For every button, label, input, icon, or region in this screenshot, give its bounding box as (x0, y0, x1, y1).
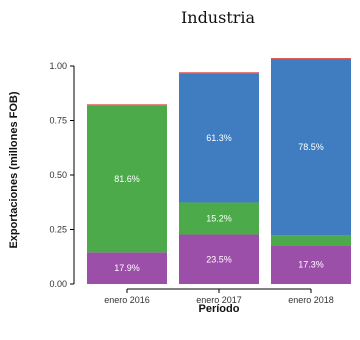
bar-segment (271, 235, 351, 246)
y-tick-label: 0.25 (49, 225, 67, 235)
y-tick-label: 1.00 (49, 61, 67, 71)
bar-value-label: 15.2% (206, 213, 232, 223)
bar-segment (179, 72, 259, 74)
y-tick-label: 0.00 (49, 279, 67, 289)
bar-segment (179, 73, 259, 203)
bar-segment (87, 105, 167, 253)
bar-segment (271, 59, 351, 236)
bars (87, 58, 351, 284)
bar-segment (179, 202, 259, 235)
y-tick-label: 0.75 (49, 116, 67, 126)
chart-title: Industria (181, 8, 256, 27)
x-axis: enero 2016 enero 2017 enero 2018 (104, 288, 334, 305)
bar-value-label: 81.6% (114, 174, 140, 184)
y-tick-label: 0.50 (49, 170, 67, 180)
bar-segment (87, 104, 167, 106)
bar-value-label: 78.5% (298, 142, 324, 152)
bar-segment (179, 234, 259, 284)
bar-value-label: 17.9% (114, 263, 140, 273)
x-tick-label: enero 2017 (196, 295, 242, 305)
bar-value-label: 23.5% (206, 254, 232, 264)
y-axis-title: Exportaciones (millones FOB) (8, 91, 20, 248)
bar-segment (271, 58, 351, 60)
y-axis: 0.00 0.25 0.50 0.75 1.00 (49, 61, 75, 289)
x-axis-title: Período (199, 303, 240, 315)
bar-segment (87, 252, 167, 284)
x-tick-label: enero 2016 (104, 295, 150, 305)
segment-labels: 17.9% 81.6% 23.5% 15.2% 61.3% 17.3% 78.5% (114, 133, 324, 273)
bar-value-label: 17.3% (298, 260, 324, 270)
bar-segment (271, 245, 351, 284)
x-tick-label: enero 2018 (288, 295, 334, 305)
bar-value-label: 61.3% (206, 133, 232, 143)
